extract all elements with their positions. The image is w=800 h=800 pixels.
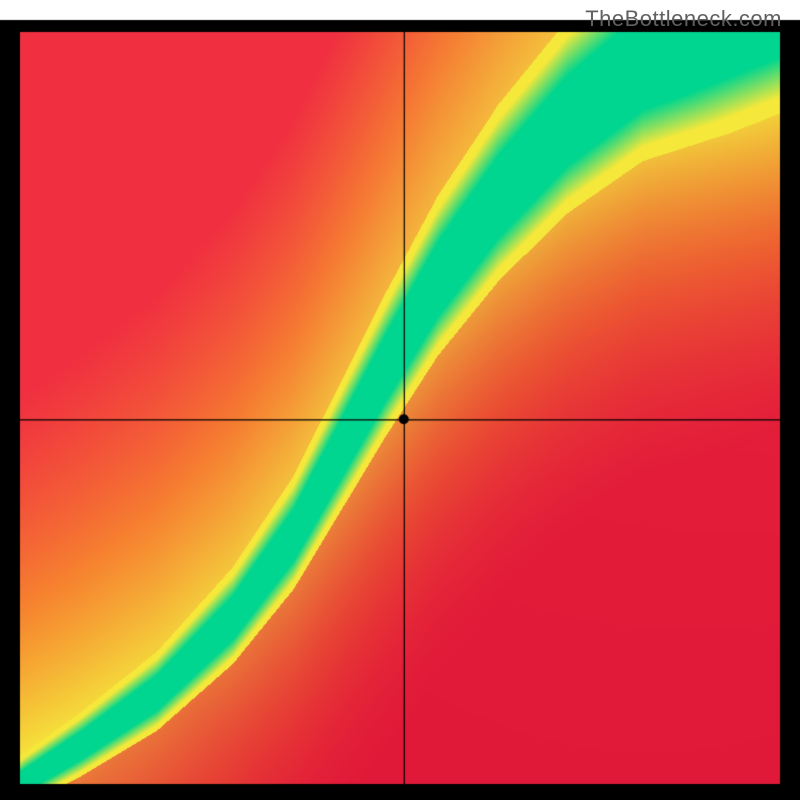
chart-container: TheBottleneck.com — [0, 0, 800, 800]
bottleneck-heatmap — [0, 0, 800, 800]
watermark-text: TheBottleneck.com — [585, 6, 782, 32]
